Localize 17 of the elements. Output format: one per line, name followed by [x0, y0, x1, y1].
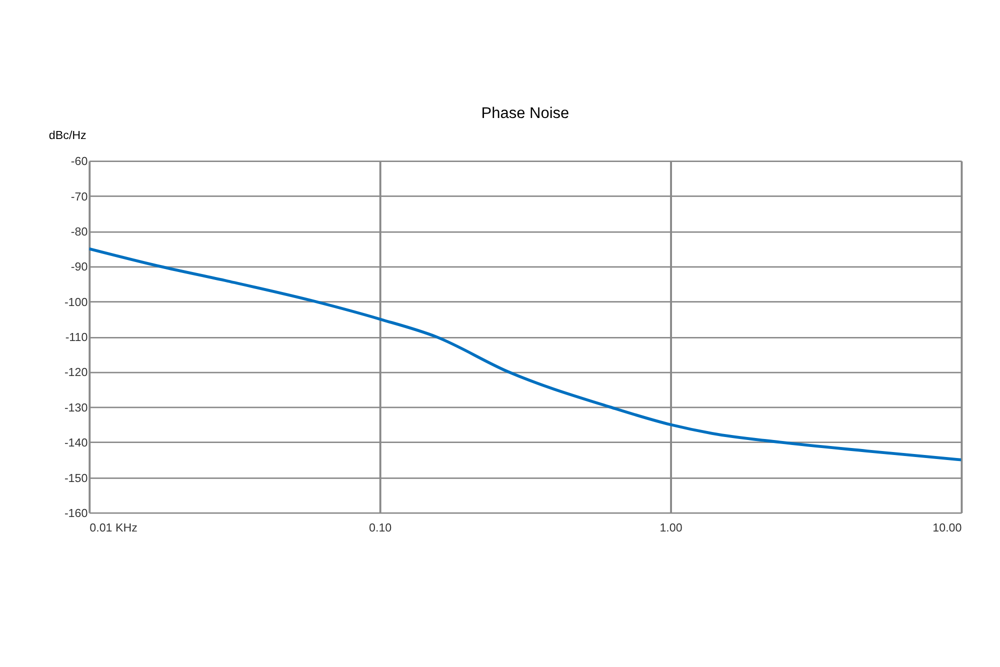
y-tick-label: -160 [64, 506, 88, 520]
y-tick-label: -120 [64, 366, 88, 380]
x-tick-label: 0.01 KHz [90, 521, 138, 534]
y-tick-label: -130 [64, 401, 88, 414]
y-tick-label: -110 [65, 331, 88, 344]
y-tick-label: -140 [64, 436, 88, 450]
y-tick-label: -60 [70, 155, 88, 168]
y-tick-label: -90 [70, 260, 88, 274]
x-tick-label: 0.10 [369, 521, 392, 534]
chart-title: Phase Noise [481, 105, 570, 122]
y-axis-title: dBc/Hz [48, 129, 87, 142]
x-tick-label: 10.00 [932, 521, 962, 534]
y-tick-label: -150 [64, 472, 88, 485]
x-tick-label: 1.00 [660, 521, 682, 534]
y-tick-label: -100 [64, 296, 88, 309]
y-tick-label: -70 [70, 190, 88, 204]
y-tick-label: -80 [70, 226, 88, 239]
